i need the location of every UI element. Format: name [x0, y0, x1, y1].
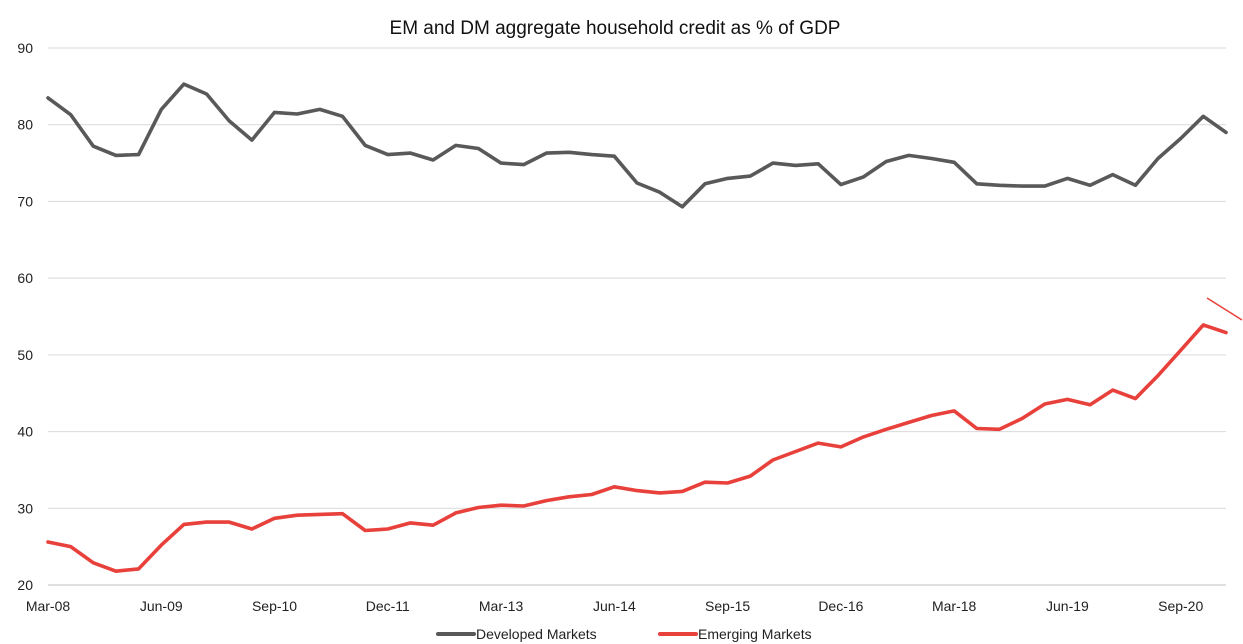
x-tick-label: Dec-11: [366, 598, 410, 614]
x-tick-label: Sep-15: [705, 598, 750, 614]
x-tick-label: Dec-16: [818, 598, 863, 614]
series-line: [46, 323, 1228, 574]
y-tick-label: 50: [17, 347, 33, 363]
x-tick-label: Mar-13: [479, 598, 524, 614]
stray-red-mark: [1206, 297, 1243, 321]
legend-label: Developed Markets: [476, 626, 597, 642]
gridlines: [48, 47, 1226, 586]
series-line: [46, 82, 1228, 209]
y-tick-label: 70: [17, 193, 33, 209]
x-tick-label: Mar-18: [932, 598, 977, 614]
series-lines: [46, 82, 1228, 574]
y-tick-label: 90: [17, 40, 33, 56]
y-tick-label: 40: [17, 424, 33, 440]
x-tick-label: Sep-10: [252, 598, 297, 614]
y-tick-label: 80: [17, 117, 33, 133]
x-tick-label: Jun-14: [593, 598, 636, 614]
y-tick-label: 30: [17, 500, 33, 516]
chart-title: EM and DM aggregate household credit as …: [390, 18, 841, 39]
y-axis: 20 30 40 50 60 70 80 90: [17, 40, 33, 593]
y-tick-label: 60: [17, 270, 33, 286]
x-tick-label: Mar-08: [26, 598, 71, 614]
legend-label: Emerging Markets: [698, 626, 812, 642]
x-axis: Mar-08 Jun-09 Sep-10 Dec-11 Mar-13 Jun-14 Sep-…: [26, 598, 1204, 614]
stray-line: [1206, 297, 1243, 321]
x-tick-label: Jun-09: [140, 598, 183, 614]
x-tick-label: Jun-19: [1046, 598, 1089, 614]
y-tick-label: 20: [17, 577, 33, 593]
x-tick-label: Sep-20: [1158, 598, 1203, 614]
legend: Developed Markets Emerging Markets: [436, 626, 812, 642]
